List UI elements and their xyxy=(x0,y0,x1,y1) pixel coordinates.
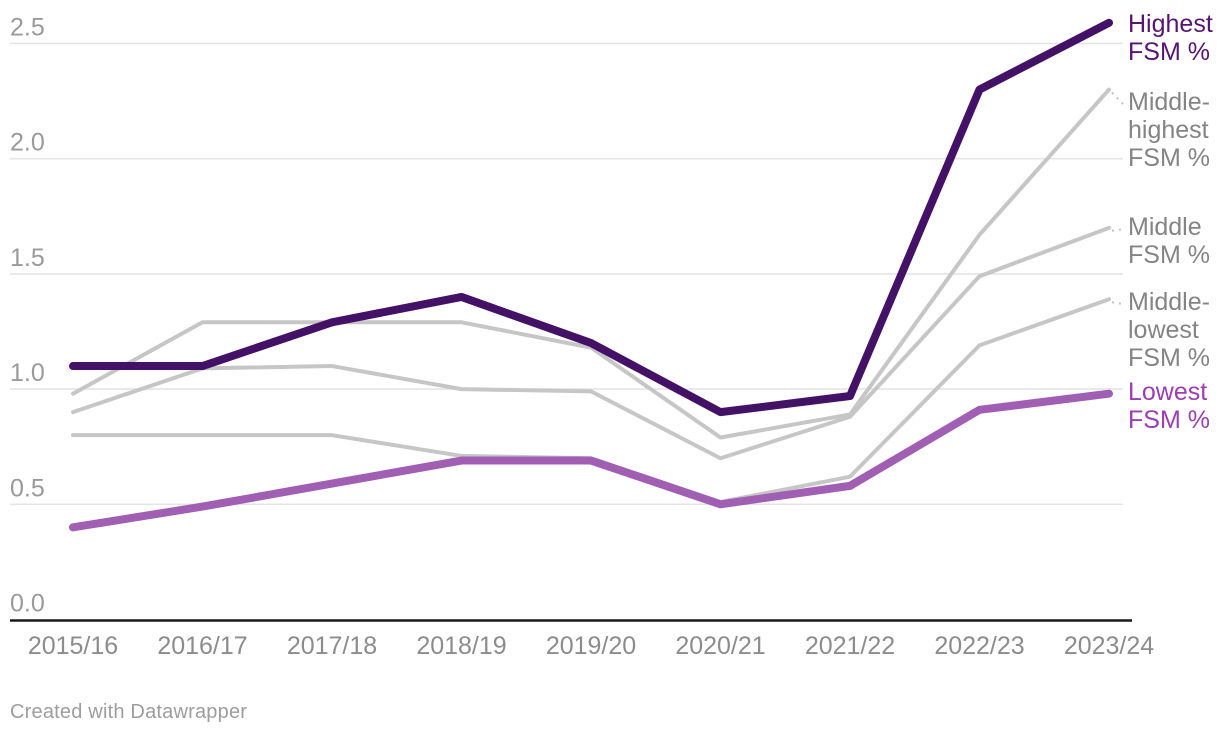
series-line-middle-highest-fsm- xyxy=(71,87,1111,440)
x-tick-label: 2016/17 xyxy=(157,632,247,660)
x-tick-label: 2018/19 xyxy=(416,632,506,660)
x-tick-label: 2015/16 xyxy=(28,632,118,660)
y-tick-label: 0.5 xyxy=(10,474,45,502)
x-tick-label: 2022/23 xyxy=(934,632,1024,660)
datawrapper-attribution-link[interactable]: Created with Datawrapper xyxy=(10,701,248,723)
x-tick-label: 2019/20 xyxy=(546,632,636,660)
series-label-middle-highest-fsm-: Middle-highest FSM % xyxy=(1128,88,1210,172)
series-label-middle-lowest-fsm-: Middle-lowest FSM % xyxy=(1128,288,1210,372)
x-tick-label: 2020/21 xyxy=(675,632,765,660)
y-tick-label: 2.5 xyxy=(10,14,45,42)
label-connector-line xyxy=(1111,228,1124,232)
series-label-lowest-fsm-: Lowest FSM % xyxy=(1128,378,1210,434)
y-tick-label: 2.0 xyxy=(10,129,45,157)
series-label-middle-fsm-: Middle FSM % xyxy=(1128,213,1210,269)
series-label-highest-fsm-: Highest FSM % xyxy=(1128,10,1213,66)
label-connector-line xyxy=(1111,91,1124,105)
series-line-highest-fsm- xyxy=(69,18,1113,417)
y-tick-label: 1.0 xyxy=(10,359,45,387)
x-tick-label: 2017/18 xyxy=(287,632,377,660)
series-line-middle-lowest-fsm- xyxy=(71,297,1111,504)
label-connector-line xyxy=(1111,301,1124,305)
y-tick-label: 0.0 xyxy=(10,590,45,618)
x-tick-label: 2021/22 xyxy=(805,632,895,660)
x-tick-label: 2023/24 xyxy=(1064,632,1154,660)
series-line-middle-fsm- xyxy=(71,225,1111,461)
y-tick-label: 1.5 xyxy=(10,244,45,272)
series-line-lowest-fsm- xyxy=(69,389,1113,532)
